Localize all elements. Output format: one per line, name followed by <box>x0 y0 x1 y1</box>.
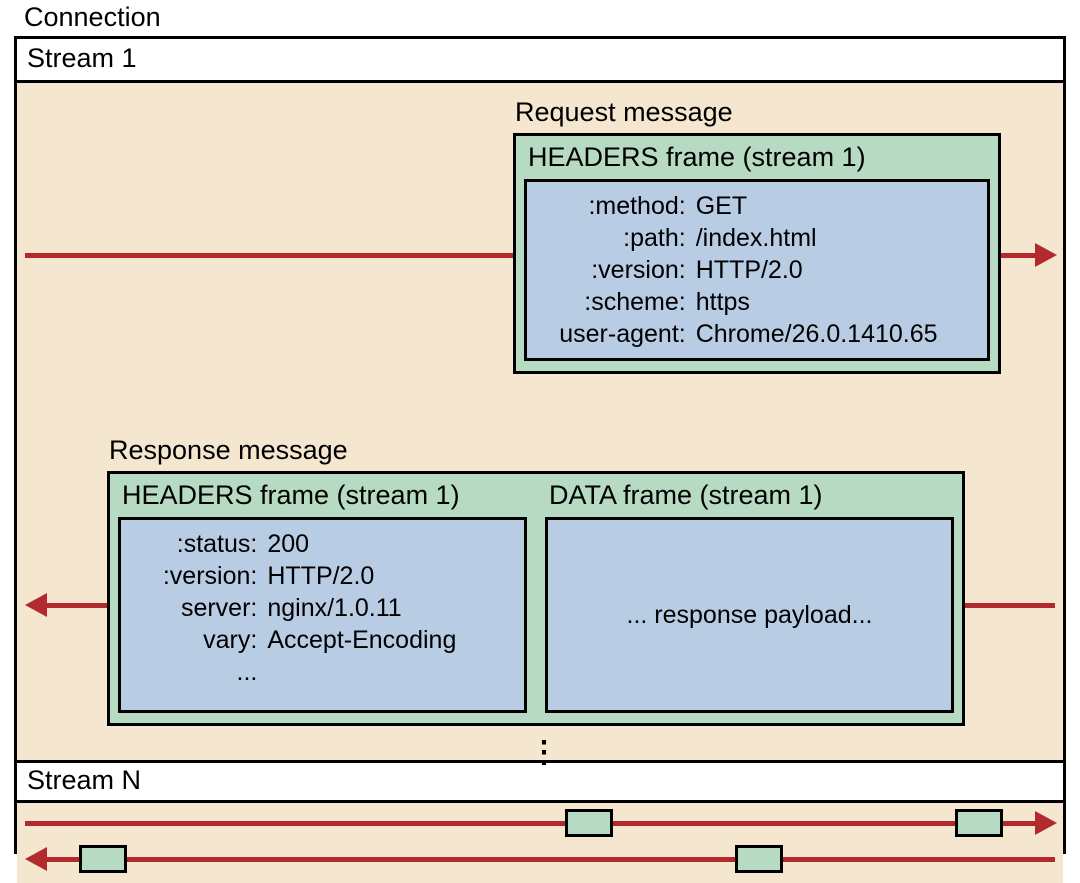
connection-box: Stream 1 Request message HEADERS frame (… <box>14 36 1066 854</box>
hdr-val: Accept-Encoding <box>267 624 514 656</box>
request-arrow-head <box>1035 243 1057 267</box>
response-headers-table: :status:200 :version:HTTP/2.0 server:ngi… <box>131 528 514 688</box>
hdr-key: :path: <box>537 222 696 254</box>
hdr-key: :method: <box>537 190 696 222</box>
hdr-val: HTTP/2.0 <box>267 560 514 592</box>
mini-frame <box>955 809 1003 837</box>
request-section-label: Request message <box>515 97 733 128</box>
response-data-frame-title: DATA frame (stream 1) <box>549 480 954 511</box>
hdr-key: :status: <box>131 528 267 560</box>
mini-frame <box>79 845 127 873</box>
hdr-key: :version: <box>131 560 267 592</box>
request-message-box: HEADERS frame (stream 1) :method:GET :pa… <box>513 133 1001 374</box>
hdr-val: GET <box>696 190 977 222</box>
request-headers-table: :method:GET :path:/index.html :version:H… <box>537 190 977 350</box>
vertical-ellipsis-icon: ⋮ <box>529 745 559 760</box>
diagram-root: Connection Stream 1 Request message HEAD… <box>0 0 1080 861</box>
response-payload-text: ... response payload... <box>627 599 873 631</box>
streamN-top-arrow-line <box>25 821 1037 826</box>
request-frame-title: HEADERS frame (stream 1) <box>528 142 990 173</box>
streamN-top-arrow-head <box>1035 811 1057 835</box>
streamN-bottom-arrow-line <box>47 857 1055 862</box>
hdr-val: nginx/1.0.11 <box>267 592 514 624</box>
hdr-ellipsis: ... <box>131 656 267 688</box>
response-section-label: Response message <box>109 435 348 466</box>
streamN-header-label: Stream N <box>27 765 141 795</box>
streamN-body <box>17 803 1063 883</box>
hdr-val: HTTP/2.0 <box>696 254 977 286</box>
stream1-body: Request message HEADERS frame (stream 1)… <box>17 83 1063 763</box>
response-message-box: HEADERS frame (stream 1) :status:200 :ve… <box>107 471 965 726</box>
hdr-key: vary: <box>131 624 267 656</box>
request-frame-box: :method:GET :path:/index.html :version:H… <box>524 179 990 361</box>
mini-frame <box>735 845 783 873</box>
hdr-val: Chrome/26.0.1410.65 <box>696 318 977 350</box>
response-headers-frame-box: :status:200 :version:HTTP/2.0 server:ngi… <box>118 517 527 713</box>
streamN-bottom-arrow-head <box>25 847 47 871</box>
response-headers-col: HEADERS frame (stream 1) :status:200 :ve… <box>118 480 527 713</box>
hdr-val: 200 <box>267 528 514 560</box>
hdr-val: /index.html <box>696 222 977 254</box>
hdr-key: :scheme: <box>537 286 696 318</box>
response-headers-frame-title: HEADERS frame (stream 1) <box>122 480 527 511</box>
response-data-frame-box: ... response payload... <box>545 517 954 713</box>
hdr-key: user-agent: <box>537 318 696 350</box>
streamN-header: Stream N ⋮ <box>17 763 1063 803</box>
hdr-key: :version: <box>537 254 696 286</box>
hdr-key: server: <box>131 592 267 624</box>
stream1-header: Stream 1 <box>17 39 1063 83</box>
connection-label: Connection <box>24 2 161 33</box>
mini-frame <box>565 809 613 837</box>
response-arrow-head <box>25 593 47 617</box>
hdr-val: https <box>696 286 977 318</box>
response-data-col: DATA frame (stream 1) ... response paylo… <box>545 480 954 713</box>
